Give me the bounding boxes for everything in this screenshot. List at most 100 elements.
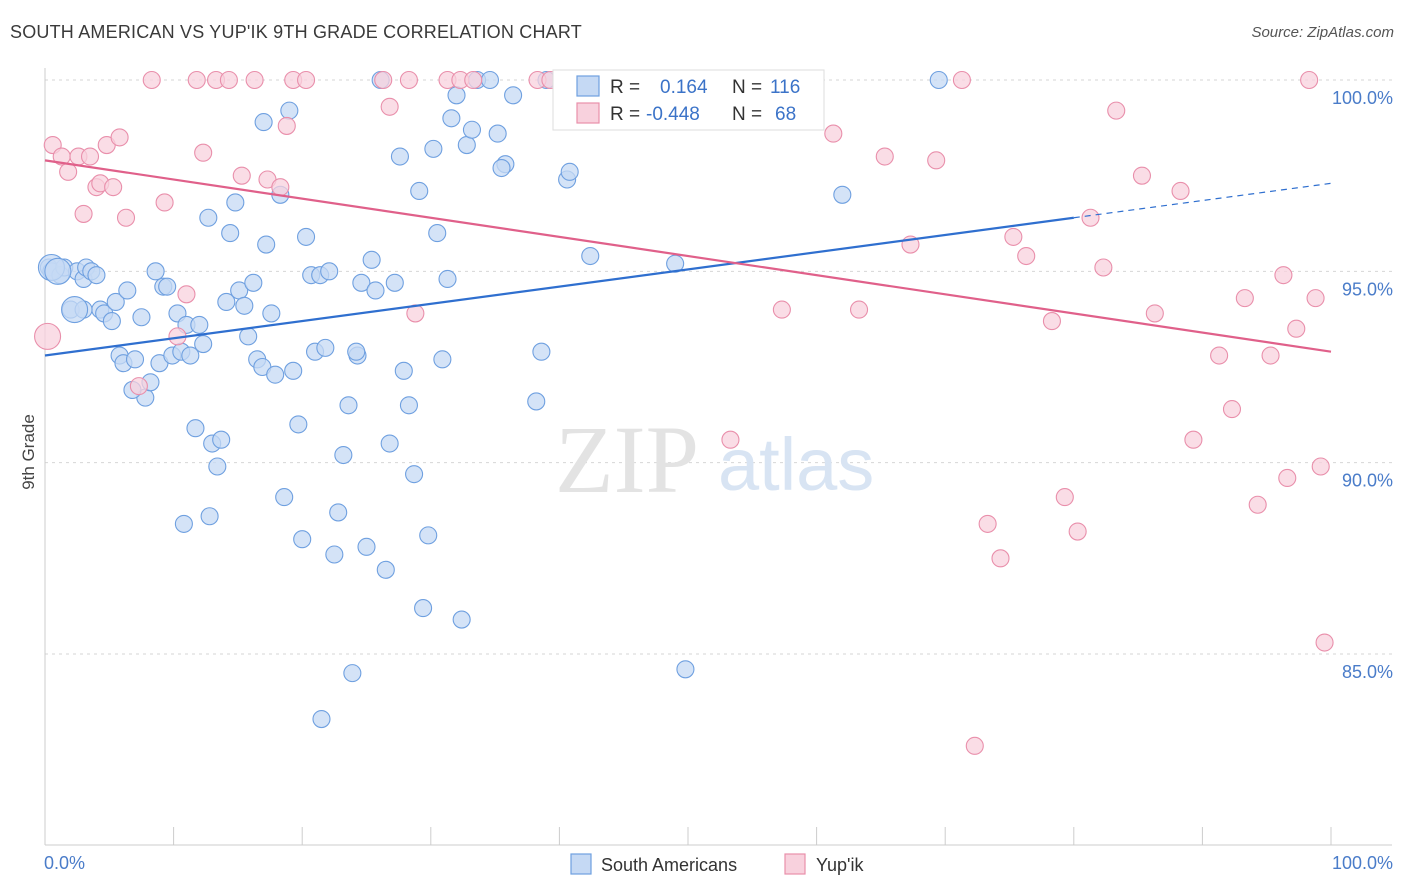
- point-points-pink-48: [952, 70, 971, 90]
- point-points-blue-59: [316, 338, 335, 357]
- point-points-pink-10: [110, 128, 129, 147]
- point-points-pink-39: [721, 430, 740, 449]
- point-points-blue-35: [208, 457, 227, 476]
- point-points-pink-49: [965, 736, 984, 755]
- point-points-pink-12: [129, 377, 148, 396]
- x-tick-labels: 0.0% 100.0%: [44, 853, 1393, 873]
- point-points-pink-29: [380, 97, 399, 116]
- point-points-blue-30: [186, 419, 205, 438]
- point-points-pink-59: [1107, 101, 1126, 120]
- point-points-blue-9: [87, 266, 106, 285]
- point-points-blue-74: [385, 273, 404, 292]
- point-large-points-pink-0: [34, 322, 62, 350]
- point-points-pink-63: [1184, 430, 1203, 449]
- point-points-blue-105: [676, 660, 695, 679]
- point-points-blue-82: [424, 139, 443, 158]
- point-points-blue-79: [410, 181, 429, 201]
- trend-line-south-americans-extension: [1073, 182, 1332, 219]
- point-points-pink-5: [80, 147, 100, 166]
- point-points-blue-21: [146, 262, 165, 281]
- point-points-pink-11: [116, 208, 136, 227]
- legend-swatch-blue: [576, 75, 600, 97]
- point-points-pink-47: [927, 151, 946, 170]
- point-points-pink-73: [1306, 289, 1325, 308]
- legend-r-label-2: R =: [610, 104, 640, 125]
- point-points-blue-64: [339, 396, 358, 415]
- point-points-pink-64: [1210, 346, 1229, 365]
- point-points-pink-24: [271, 178, 290, 197]
- chart-title: SOUTH AMERICAN VS YUP'IK 9TH GRADE CORRE…: [10, 22, 582, 42]
- point-points-blue-93: [488, 124, 507, 143]
- point-points-blue-54: [293, 530, 312, 549]
- point-points-blue-36: [212, 430, 231, 449]
- point-points-pink-72: [1300, 70, 1319, 90]
- point-points-pink-45: [875, 147, 894, 166]
- point-points-pink-30: [399, 70, 418, 90]
- point-points-pink-57: [1081, 208, 1100, 227]
- point-points-pink-22: [245, 70, 264, 90]
- point-points-blue-103: [581, 246, 600, 266]
- point-points-pink-54: [1042, 312, 1061, 331]
- point-points-pink-58: [1094, 258, 1113, 277]
- point-points-pink-14: [155, 193, 174, 212]
- point-large-points-blue-1: [44, 257, 72, 285]
- point-points-pink-68: [1261, 346, 1280, 365]
- watermark: ZIP atlas: [555, 406, 874, 513]
- point-points-pink-74: [1311, 457, 1330, 476]
- y-tick-label-0: 100.0%: [1332, 88, 1393, 108]
- point-points-blue-13: [106, 292, 125, 311]
- point-points-pink-51: [991, 549, 1010, 568]
- point-points-pink-43: [824, 124, 843, 143]
- y-tick-label-2: 90.0%: [1342, 471, 1393, 491]
- point-points-pink-17: [187, 70, 206, 90]
- watermark-atlas: atlas: [718, 423, 874, 506]
- point-points-blue-37: [217, 292, 236, 311]
- bottom-legend-label-pink: Yup'ik: [816, 855, 864, 875]
- bottom-legend-label-blue: South Americans: [601, 855, 737, 875]
- chart-source: Source: ZipAtlas.com: [1251, 24, 1394, 41]
- trend-line-yupik: [44, 159, 1332, 353]
- point-points-blue-63: [334, 445, 353, 465]
- point-points-pink-41: [772, 300, 791, 319]
- point-points-blue-16: [118, 281, 137, 300]
- point-points-blue-39: [226, 193, 245, 212]
- point-points-blue-101: [560, 162, 579, 181]
- legend-swatch-pink: [576, 102, 600, 124]
- point-points-blue-61: [325, 545, 344, 564]
- point-points-pink-50: [978, 514, 997, 533]
- series-south-americans: [37, 70, 948, 729]
- point-points-pink-55: [1055, 488, 1074, 507]
- x-tick-label-0: 0.0%: [44, 853, 85, 873]
- point-points-pink-9: [104, 178, 123, 197]
- point-points-blue-51: [280, 101, 299, 120]
- point-points-blue-70: [366, 281, 385, 300]
- point-points-blue-47: [262, 304, 281, 323]
- point-points-pink-70: [1278, 468, 1297, 488]
- point-points-blue-87: [447, 86, 466, 105]
- point-points-blue-29: [181, 346, 200, 365]
- legend-n-label-2: N =: [732, 104, 762, 125]
- point-points-pink-25: [277, 116, 296, 135]
- point-points-blue-84: [433, 350, 452, 369]
- point-points-blue-85: [438, 269, 457, 289]
- point-points-blue-73: [380, 434, 399, 453]
- point-points-blue-55: [297, 227, 316, 246]
- point-points-blue-83: [428, 224, 447, 243]
- point-points-blue-24: [158, 277, 177, 296]
- point-points-pink-52: [1004, 227, 1023, 246]
- bottom-legend-swatch-blue: [570, 853, 592, 875]
- point-points-pink-13: [142, 70, 161, 90]
- point-points-blue-32: [194, 334, 213, 354]
- y-tick-labels: 100.0% 95.0% 90.0% 85.0%: [1332, 88, 1393, 682]
- point-points-blue-62: [329, 503, 348, 522]
- point-points-blue-81: [419, 526, 438, 545]
- watermark-zip: ZIP: [555, 406, 699, 513]
- point-points-blue-48: [266, 365, 285, 384]
- point-points-pink-61: [1145, 304, 1164, 323]
- point-points-blue-31: [190, 315, 209, 334]
- series-yupik: [34, 70, 1334, 755]
- point-points-blue-12: [102, 312, 121, 331]
- point-points-blue-69: [362, 250, 381, 269]
- point-points-pink-69: [1274, 266, 1293, 285]
- point-points-pink-60: [1132, 166, 1152, 185]
